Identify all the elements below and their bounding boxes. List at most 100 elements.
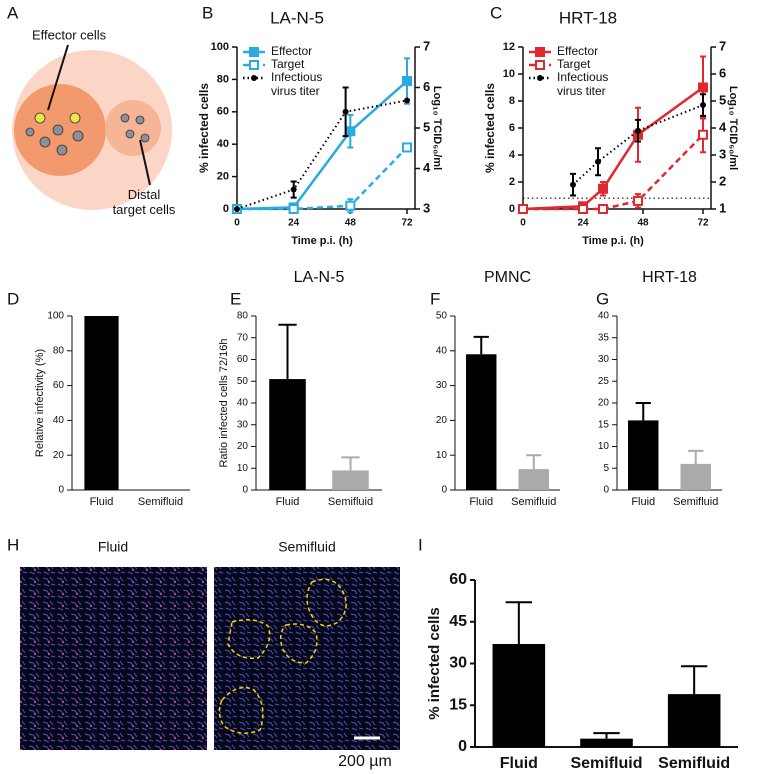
bar (518, 469, 549, 490)
y-axis-label: % infected cells (426, 607, 443, 720)
error-bar (473, 335, 489, 355)
x-tick-label: 48 (345, 218, 357, 229)
marker (698, 82, 708, 93)
legend-label: Effector (557, 44, 598, 58)
y2-tick-label: 4 (719, 119, 727, 134)
x-tick-label: Fluid (90, 496, 114, 508)
bar (628, 420, 659, 490)
marker (598, 183, 608, 194)
series-line (522, 86, 704, 211)
bar (580, 738, 633, 747)
y-tick-label: 10 (598, 441, 610, 452)
micrograph-title: Fluid (98, 539, 128, 555)
panel-label: F (430, 289, 440, 308)
error-bar (635, 402, 651, 421)
chart-title: HRT-18 (559, 8, 617, 27)
panel-label: D (7, 289, 19, 308)
y-tick-label: 80 (53, 345, 65, 356)
y2-tick-label: 6 (719, 65, 726, 80)
error-bar (688, 449, 704, 464)
y-tick-label: 40 (217, 138, 229, 150)
panel-label: B (202, 3, 213, 22)
y2-tick-label: 2 (719, 173, 726, 188)
y-tick-label: 30 (449, 655, 467, 672)
legend-marker (535, 60, 545, 70)
y-tick-label: 2 (509, 176, 515, 188)
panel-label: H (7, 535, 19, 554)
marker (578, 204, 588, 214)
y-tick-label: 25 (598, 376, 610, 387)
legend-label: Infectious virus titer (271, 70, 322, 98)
x-tick-label: 48 (637, 218, 649, 229)
bar (332, 470, 369, 490)
y-tick-label: 30 (598, 354, 610, 365)
y-tick-label: 35 (598, 332, 610, 343)
y-tick-label: 40 (436, 345, 448, 356)
y-tick-label: 4 (509, 149, 516, 161)
marker (518, 204, 528, 214)
y-tick-label: 8 (509, 95, 515, 107)
y-tick-label: 0 (242, 485, 248, 496)
y-axis-label: % infected cells (197, 83, 211, 173)
micrograph-title: Semifluid (278, 539, 336, 555)
x-tick-label: Fluid (631, 496, 655, 508)
y-tick-label: 10 (503, 68, 515, 80)
y-tick-label: 60 (449, 571, 467, 588)
x-tick-label: 24 (288, 218, 300, 229)
y-tick-label: 15 (449, 696, 467, 713)
y2-tick-label: 7 (423, 38, 430, 53)
bar (269, 379, 306, 490)
y-tick-label: 60 (217, 106, 229, 118)
y-tick-label: 60 (53, 380, 65, 391)
y-axis-label: % infected cells (483, 83, 497, 173)
y-tick-label: 60 (237, 354, 249, 365)
y-tick-label: 20 (237, 441, 249, 452)
panel-label: A (7, 3, 19, 22)
x-tick-label: Semifluid (511, 496, 556, 508)
y-tick-label: 10 (237, 463, 249, 474)
marker (570, 181, 576, 188)
x-tick-label: Fluid (469, 496, 493, 508)
y2-tick-label: 5 (719, 92, 726, 107)
x-tick-label: 72 (697, 218, 709, 229)
marker (402, 142, 412, 153)
legend-marker (535, 47, 545, 57)
y-tick-label: 80 (217, 73, 229, 85)
y-tick-label: 6 (509, 122, 515, 134)
x-tick-label: 24 (577, 218, 589, 229)
y-tick-label: 0 (441, 485, 447, 496)
y-tick-label: 0 (603, 485, 609, 496)
legend-label: Effector (271, 44, 312, 58)
y-tick-label: 5 (603, 463, 609, 474)
y-tick-label: 15 (598, 419, 610, 430)
error-bar (526, 454, 542, 470)
legend-marker (249, 60, 259, 70)
x-tick-label: Semifluid (328, 496, 373, 508)
y2-tick-label: 7 (719, 38, 726, 53)
y-tick-label: 20 (598, 398, 610, 409)
infection-focus (218, 578, 347, 734)
legend-label: Target (557, 57, 591, 71)
bar (492, 644, 546, 747)
series-line (572, 104, 704, 186)
y-tick-label: 20 (53, 450, 65, 461)
marker (598, 204, 608, 214)
y-tick-label: 20 (217, 171, 229, 183)
micrograph (20, 567, 207, 750)
diagram-label: Effector cells (32, 27, 107, 42)
marker (345, 200, 356, 211)
y-tick-label: 70 (237, 332, 249, 343)
scale-bar-label: 200 µm (338, 753, 392, 770)
marker (635, 127, 641, 134)
y-tick-label: 0 (458, 738, 467, 755)
legend-marker (249, 47, 259, 57)
panel-label: I (418, 535, 423, 554)
legend-marker (251, 75, 257, 81)
x-tick-label: Semifluid (138, 496, 183, 508)
series-line (237, 146, 408, 211)
error-bar (681, 665, 708, 695)
marker (698, 129, 708, 140)
x-tick-label: Fluid (500, 755, 538, 772)
y2-tick-label: 3 (423, 200, 430, 215)
y-tick-label: 10 (436, 450, 448, 461)
